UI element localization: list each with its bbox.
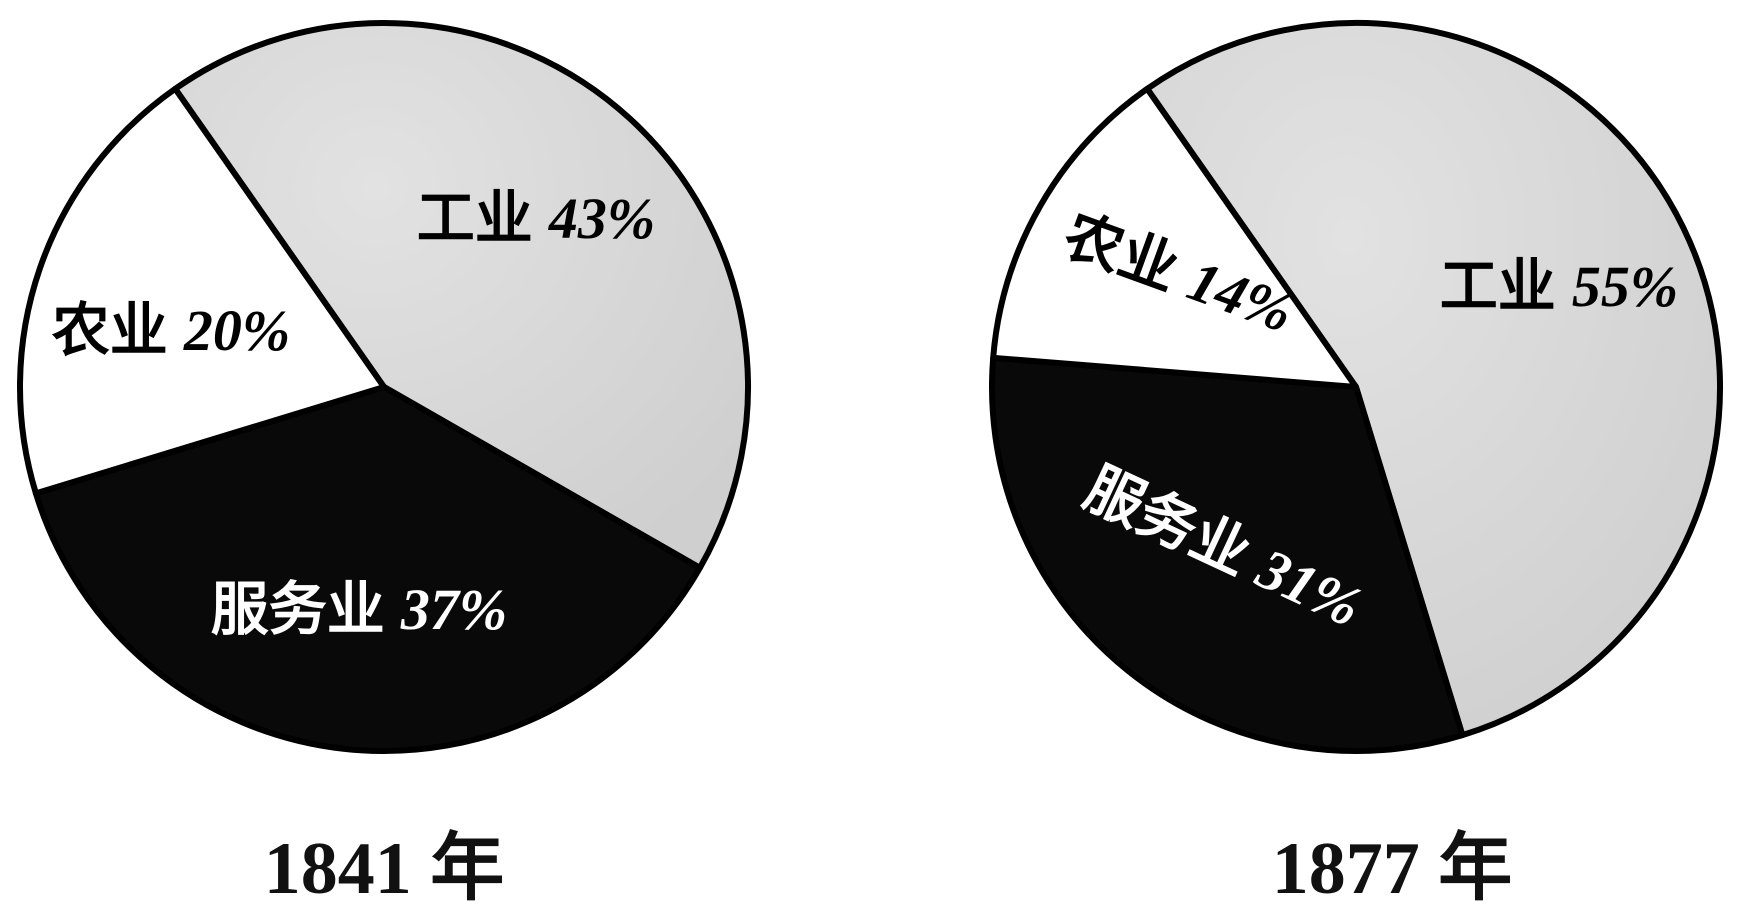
svg-text:工业 43%: 工业 43% bbox=[417, 186, 655, 251]
svg-text:农业 20%: 农业 20% bbox=[52, 298, 290, 363]
svg-text:工业 55%: 工业 55% bbox=[1440, 254, 1678, 319]
svg-text:服务业 37%: 服务业 37% bbox=[211, 577, 507, 642]
